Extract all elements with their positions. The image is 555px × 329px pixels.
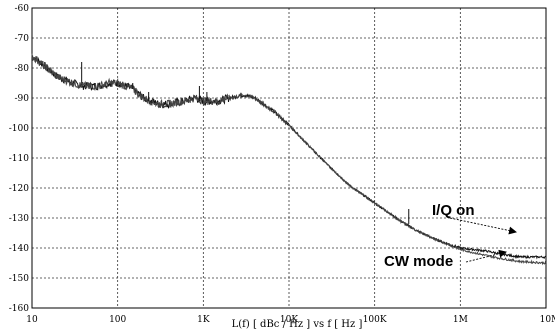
x-tick-label: 10M — [540, 315, 555, 325]
y-tick-label: -160 — [9, 304, 29, 314]
x-tick-label: 1K — [197, 315, 210, 325]
annotation-label: CW mode — [384, 253, 453, 270]
x-tick-label: 100K — [363, 315, 387, 325]
y-tick-label: -110 — [9, 154, 29, 164]
x-tick-label: 10 — [26, 315, 38, 325]
plot-frame — [31, 7, 547, 309]
series-line — [31, 53, 547, 266]
series-layer — [31, 53, 547, 266]
y-tick-label: -140 — [9, 244, 29, 254]
x-tick-label: 10K — [280, 315, 298, 325]
y-tick-label: -120 — [9, 184, 29, 194]
y-tick-label: -130 — [9, 214, 29, 224]
y-tick-label: -60 — [15, 4, 30, 14]
y-tick-label: -70 — [15, 34, 30, 44]
x-axis-label: L(f) [ dBc / Hz ] vs f [ Hz ] — [232, 319, 363, 329]
y-tick-label: -150 — [9, 274, 29, 284]
grid — [32, 8, 546, 308]
x-tick-label: 100 — [109, 315, 126, 325]
x-tick-label: 1M — [453, 315, 468, 325]
annotation-label: I/Q on — [432, 202, 475, 219]
annotation-arrow — [449, 217, 517, 235]
y-tick-label: -90 — [15, 94, 30, 104]
y-tick-label: -100 — [9, 124, 29, 134]
y-tick-label: -80 — [15, 64, 30, 74]
tick-labels: 10 100 1K 10K 100K 1M 10M -60 -70 -80 -90 -100 -110 -… — [9, 4, 555, 325]
annotations: I/Q on CW mode — [384, 202, 517, 270]
